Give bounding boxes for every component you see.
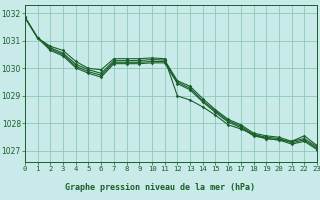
Text: Graphe pression niveau de la mer (hPa): Graphe pression niveau de la mer (hPa) <box>65 183 255 192</box>
